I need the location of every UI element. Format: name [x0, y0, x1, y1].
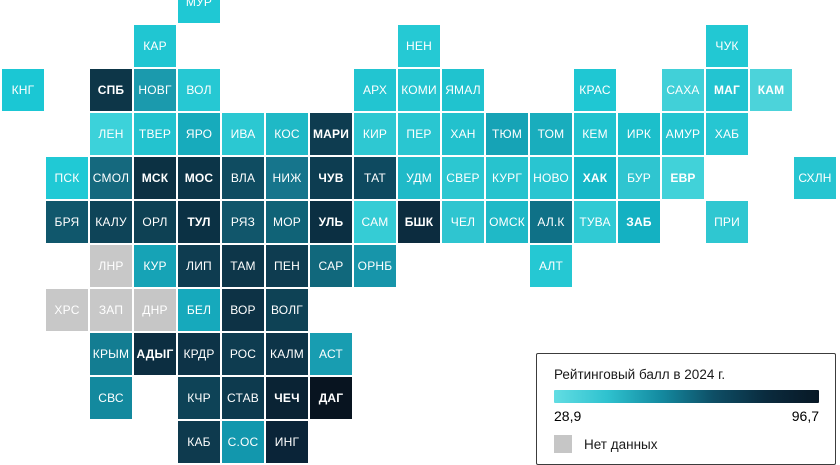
region-tile-САМ[interactable]: САМ: [354, 201, 396, 243]
region-tile-БШК[interactable]: БШК: [398, 201, 440, 243]
legend-box: Рейтинговый балл в 2024 г. 28,9 96,7 Нет…: [536, 353, 836, 465]
region-tile-ТУЛ[interactable]: ТУЛ: [178, 201, 220, 243]
region-tile-САР[interactable]: САР: [310, 245, 352, 287]
region-tile-ПЕР[interactable]: ПЕР: [398, 113, 440, 155]
region-tile-ВОР[interactable]: ВОР: [222, 289, 264, 331]
region-tile-БУР[interactable]: БУР: [618, 157, 660, 199]
region-tile-БРЯ[interactable]: БРЯ: [46, 201, 88, 243]
legend-min-value: 28,9: [554, 408, 582, 424]
no-data-swatch: [554, 435, 572, 453]
region-tile-АМУР[interactable]: АМУР: [662, 113, 704, 155]
region-tile-МАРИ[interactable]: МАРИ: [310, 113, 352, 155]
region-tile-ЗАП[interactable]: ЗАП: [90, 289, 132, 331]
no-data-label: Нет данных: [584, 436, 658, 452]
region-tile-ХРС[interactable]: ХРС: [46, 289, 88, 331]
region-tile-КАБ[interactable]: КАБ: [178, 421, 220, 463]
region-tile-СВС[interactable]: СВС: [90, 377, 132, 419]
region-tile-ЯМАЛ[interactable]: ЯМАЛ: [442, 69, 484, 111]
region-tile-КРЫМ[interactable]: КРЫМ: [90, 333, 132, 375]
region-tile-КЧР[interactable]: КЧР: [178, 377, 220, 419]
region-tile-МОС[interactable]: МОС: [178, 157, 220, 199]
region-tile-КИР[interactable]: КИР: [354, 113, 396, 155]
region-tile-КРДР[interactable]: КРДР: [178, 333, 220, 375]
legend-gradient-bar: [554, 390, 819, 403]
region-tile-МСК[interactable]: МСК: [134, 157, 176, 199]
legend-title: Рейтинговый балл в 2024 г.: [554, 367, 726, 382]
region-tile-МОР[interactable]: МОР: [266, 201, 308, 243]
region-tile-ВОЛГ[interactable]: ВОЛГ: [266, 289, 308, 331]
region-tile-ВЛА[interactable]: ВЛА: [222, 157, 264, 199]
region-tile-ЯРО[interactable]: ЯРО: [178, 113, 220, 155]
region-tile-ВОЛ[interactable]: ВОЛ: [178, 69, 220, 111]
region-tile-СХЛН[interactable]: СХЛН: [794, 157, 836, 199]
region-tile-ОМСК[interactable]: ОМСК: [486, 201, 528, 243]
region-tile-АРХ[interactable]: АРХ: [354, 69, 396, 111]
region-tile-ЧЕЧ[interactable]: ЧЕЧ: [266, 377, 308, 419]
region-tile-УДМ[interactable]: УДМ: [398, 157, 440, 199]
region-tile-ЛЕН[interactable]: ЛЕН: [90, 113, 132, 155]
region-tile-РЯЗ[interactable]: РЯЗ: [222, 201, 264, 243]
region-tile-КОС[interactable]: КОС: [266, 113, 308, 155]
region-tile-ЧУВ[interactable]: ЧУВ: [310, 157, 352, 199]
region-tile-ТЮМ[interactable]: ТЮМ: [486, 113, 528, 155]
region-tile-ЧЕЛ[interactable]: ЧЕЛ: [442, 201, 484, 243]
region-tile-С.ОС[interactable]: С.ОС: [222, 421, 264, 463]
region-tile-АЛТ[interactable]: АЛТ: [530, 245, 572, 287]
region-tile-ИВА[interactable]: ИВА: [222, 113, 264, 155]
region-tile-ЛИП[interactable]: ЛИП: [178, 245, 220, 287]
region-tile-КАЛМ[interactable]: КАЛМ: [266, 333, 308, 375]
region-tile-БЕЛ[interactable]: БЕЛ: [178, 289, 220, 331]
region-tile-ХАН[interactable]: ХАН: [442, 113, 484, 155]
region-tile-ХАБ[interactable]: ХАБ: [706, 113, 748, 155]
legend-range: 28,9 96,7: [554, 408, 819, 424]
region-tile-ЕВР[interactable]: ЕВР: [662, 157, 704, 199]
region-tile-ТАМ[interactable]: ТАМ: [222, 245, 264, 287]
region-tile-АЛ.К[interactable]: АЛ.К: [530, 201, 572, 243]
region-tile-КУРГ[interactable]: КУРГ: [486, 157, 528, 199]
region-tile-ТОМ[interactable]: ТОМ: [530, 113, 572, 155]
region-tile-ДАГ[interactable]: ДАГ: [310, 377, 352, 419]
region-tile-МУР[interactable]: МУР: [178, 0, 220, 23]
region-tile-НЕН[interactable]: НЕН: [398, 25, 440, 67]
region-tile-КАР[interactable]: КАР: [134, 25, 176, 67]
region-tile-СТАВ[interactable]: СТАВ: [222, 377, 264, 419]
region-tile-КРАС[interactable]: КРАС: [574, 69, 616, 111]
region-tile-ПСК[interactable]: ПСК: [46, 157, 88, 199]
region-tile-КАМ[interactable]: КАМ: [750, 69, 792, 111]
region-tile-ОРНБ[interactable]: ОРНБ: [354, 245, 396, 287]
region-tile-САХА[interactable]: САХА: [662, 69, 704, 111]
region-tile-ХАК[interactable]: ХАК: [574, 157, 616, 199]
region-tile-ДНР[interactable]: ДНР: [134, 289, 176, 331]
legend-max-value: 96,7: [791, 408, 819, 424]
region-tile-АДЫГ[interactable]: АДЫГ: [134, 333, 176, 375]
region-tile-НИЖ[interactable]: НИЖ: [266, 157, 308, 199]
region-tile-ИРК[interactable]: ИРК: [618, 113, 660, 155]
region-tile-ЗАБ[interactable]: ЗАБ: [618, 201, 660, 243]
region-tile-ЛНР[interactable]: ЛНР: [90, 245, 132, 287]
region-tile-ЧУК[interactable]: ЧУК: [706, 25, 748, 67]
region-tile-СМОЛ[interactable]: СМОЛ: [90, 157, 132, 199]
region-tile-ТУВА[interactable]: ТУВА: [574, 201, 616, 243]
region-tile-НОВГ[interactable]: НОВГ: [134, 69, 176, 111]
region-tile-НОВО[interactable]: НОВО: [530, 157, 572, 199]
region-tile-ОРЛ[interactable]: ОРЛ: [134, 201, 176, 243]
region-tile-ПЕН[interactable]: ПЕН: [266, 245, 308, 287]
region-tile-КНГ[interactable]: КНГ: [2, 69, 44, 111]
region-tile-РОС[interactable]: РОС: [222, 333, 264, 375]
region-tile-КЕМ[interactable]: КЕМ: [574, 113, 616, 155]
region-tile-АСТ[interactable]: АСТ: [310, 333, 352, 375]
region-tile-СВЕР[interactable]: СВЕР: [442, 157, 484, 199]
legend-no-data-row: Нет данных: [554, 435, 819, 453]
region-tile-ТАТ[interactable]: ТАТ: [354, 157, 396, 199]
region-tile-ПРИ[interactable]: ПРИ: [706, 201, 748, 243]
region-tile-ТВЕР[interactable]: ТВЕР: [134, 113, 176, 155]
region-tile-СПБ[interactable]: СПБ: [90, 69, 132, 111]
region-tile-ИНГ[interactable]: ИНГ: [266, 421, 308, 463]
region-tile-КУР[interactable]: КУР: [134, 245, 176, 287]
region-tile-МАГ[interactable]: МАГ: [706, 69, 748, 111]
region-tile-КАЛУ[interactable]: КАЛУ: [90, 201, 132, 243]
region-tile-УЛЬ[interactable]: УЛЬ: [310, 201, 352, 243]
region-tile-КОМИ[interactable]: КОМИ: [398, 69, 440, 111]
